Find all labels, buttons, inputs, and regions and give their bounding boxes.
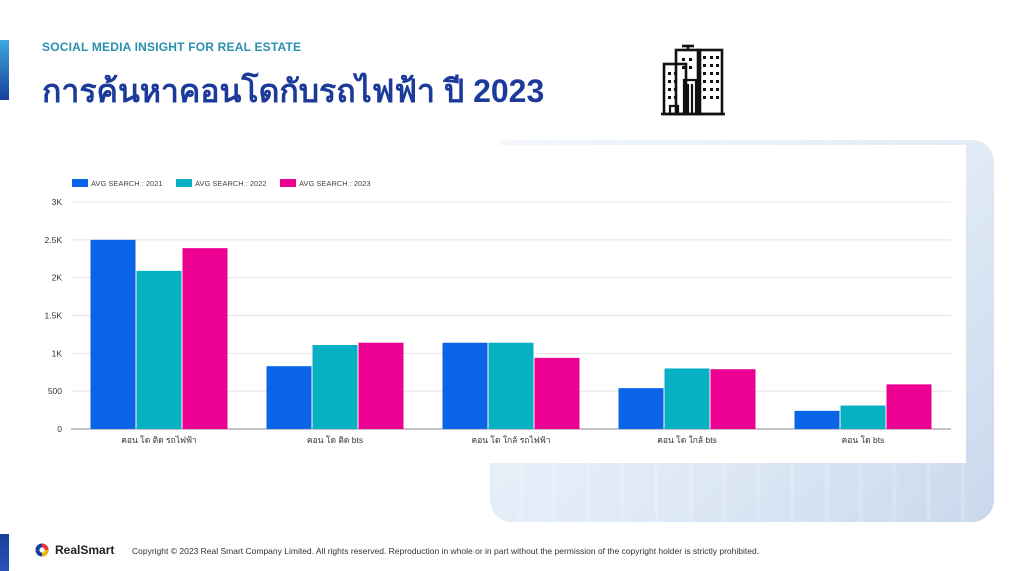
bar-2-series-3: [358, 342, 404, 429]
section-subtitle: SOCIAL MEDIA INSIGHT FOR REAL ESTATE: [42, 40, 302, 54]
bar-4-series-1: [618, 388, 664, 429]
y-tick-label-1: 500: [48, 386, 62, 396]
x-tick-label-2: คอน โด ติด bts: [307, 435, 363, 445]
footer-brand: RealSmart: [35, 543, 114, 557]
legend-label-3: AVG SEARCH : 2023: [299, 179, 371, 188]
bar-3-series-3: [534, 357, 580, 429]
bar-5-series-3: [886, 384, 932, 429]
bar-4-series-3: [710, 369, 756, 429]
bar-4-series-2: [664, 368, 710, 429]
legend-swatch-2: [176, 179, 192, 187]
chart-card: AVG SEARCH : 2021 AVG SEARCH : 2022 AVG SE…: [30, 145, 966, 463]
copyright-text: Copyright © 2023 Real Smart Company Limi…: [132, 546, 760, 556]
bar-2-series-1: [266, 366, 312, 429]
bar-chart: AVG SEARCH : 2021 AVG SEARCH : 2022 AVG SE…: [45, 179, 951, 445]
y-axis-ticks: 0 500 1K 1.5K 2K 2.5K 3K: [45, 197, 63, 434]
bar-1-series-2: [136, 270, 182, 429]
x-tick-label-4: คอน โด ใกล้ bts: [657, 435, 717, 445]
building-icon: [661, 44, 725, 116]
x-axis-ticks: คอน โด ติด รถไฟฟ้า คอน โด ติด bts คอน โด ใ…: [121, 435, 884, 445]
x-tick-label-5: คอน โด bts: [842, 435, 885, 445]
y-tick-label-2: 1K: [52, 348, 63, 358]
legend-label-2: AVG SEARCH : 2022: [195, 179, 267, 188]
y-tick-label-5: 2.5K: [45, 235, 63, 245]
legend-label-1: AVG SEARCH : 2021: [91, 179, 163, 188]
x-tick-label-1: คอน โด ติด รถไฟฟ้า: [121, 435, 197, 445]
y-tick-label-3: 1.5K: [45, 311, 63, 321]
bar-5-series-1: [794, 410, 840, 429]
bar-2-series-2: [312, 345, 358, 429]
bar-3-series-1: [442, 342, 488, 429]
page-title: การค้นหาคอนโดกับรถไฟฟ้า ปี 2023: [42, 73, 545, 109]
legend-swatch-1: [72, 179, 88, 187]
legend-swatch-3: [280, 179, 296, 187]
y-tick-label-4: 2K: [52, 273, 63, 283]
bar-1-series-3: [182, 248, 228, 429]
y-tick-label-0: 0: [57, 424, 62, 434]
x-tick-label-3: คอน โด ใกล้ รถไฟฟ้า: [471, 435, 550, 445]
chart-legend: AVG SEARCH : 2021 AVG SEARCH : 2022 AVG SE…: [72, 179, 371, 188]
bar-5-series-2: [840, 405, 886, 429]
accent-bar-top: [0, 40, 9, 100]
accent-bar-bottom: [0, 534, 9, 571]
brand-name: RealSmart: [55, 543, 115, 557]
y-tick-label-6: 3K: [52, 197, 63, 207]
realsmart-logo-icon: [35, 543, 49, 557]
bar-1-series-1: [90, 239, 136, 429]
chart-bars: [90, 239, 932, 429]
bar-3-series-2: [488, 342, 534, 429]
